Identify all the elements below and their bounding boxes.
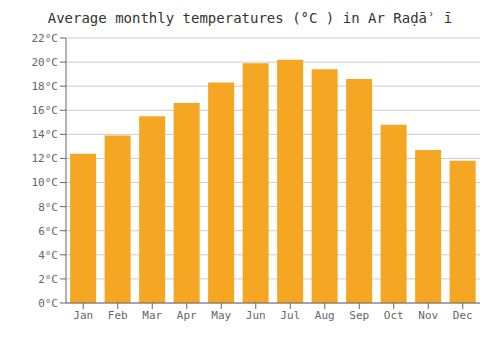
svg-text:Sep: Sep [349, 309, 369, 322]
svg-text:6°C: 6°C [38, 225, 58, 238]
svg-text:8°C: 8°C [38, 201, 58, 214]
svg-text:Jun: Jun [246, 309, 266, 322]
svg-text:Mar: Mar [142, 309, 162, 322]
svg-text:May: May [211, 309, 231, 322]
svg-text:4°C: 4°C [38, 249, 58, 262]
svg-text:Aug: Aug [315, 309, 335, 322]
svg-text:Nov: Nov [418, 309, 438, 322]
html-text:Average monthly temperatures (: Average monthly temperatures (°C ) in Ar… [47, 10, 453, 26]
svg-text:22°C: 22°C [32, 32, 59, 45]
svg-text:0°C: 0°C [38, 297, 58, 310]
svg-text:10°C: 10°C [32, 176, 59, 189]
svg-text:16°C: 16°C [32, 104, 59, 117]
svg-text:Dec: Dec [453, 309, 473, 322]
svg-text:Apr: Apr [177, 309, 197, 322]
svg-text:12°C: 12°C [32, 152, 59, 165]
svg-text:Feb: Feb [108, 309, 128, 322]
svg-text:14°C: 14°C [32, 128, 59, 141]
svg-text:Oct: Oct [384, 309, 404, 322]
svg-text:20°C: 20°C [32, 56, 59, 69]
svg-text:18°C: 18°C [32, 80, 59, 93]
svg-text:Jul: Jul [280, 309, 300, 322]
svg-text:2°C: 2°C [38, 273, 58, 286]
svg-text:Jan: Jan [73, 309, 93, 322]
